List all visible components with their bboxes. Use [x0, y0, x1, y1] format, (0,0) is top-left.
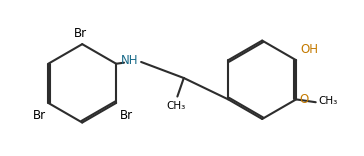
Text: Br: Br — [74, 27, 87, 40]
Text: Br: Br — [120, 109, 133, 122]
Text: NH: NH — [121, 54, 138, 67]
Text: CH₃: CH₃ — [318, 96, 337, 106]
Text: O: O — [299, 93, 308, 106]
Text: Br: Br — [33, 109, 47, 122]
Text: OH: OH — [300, 43, 318, 56]
Text: CH₃: CH₃ — [166, 101, 185, 111]
